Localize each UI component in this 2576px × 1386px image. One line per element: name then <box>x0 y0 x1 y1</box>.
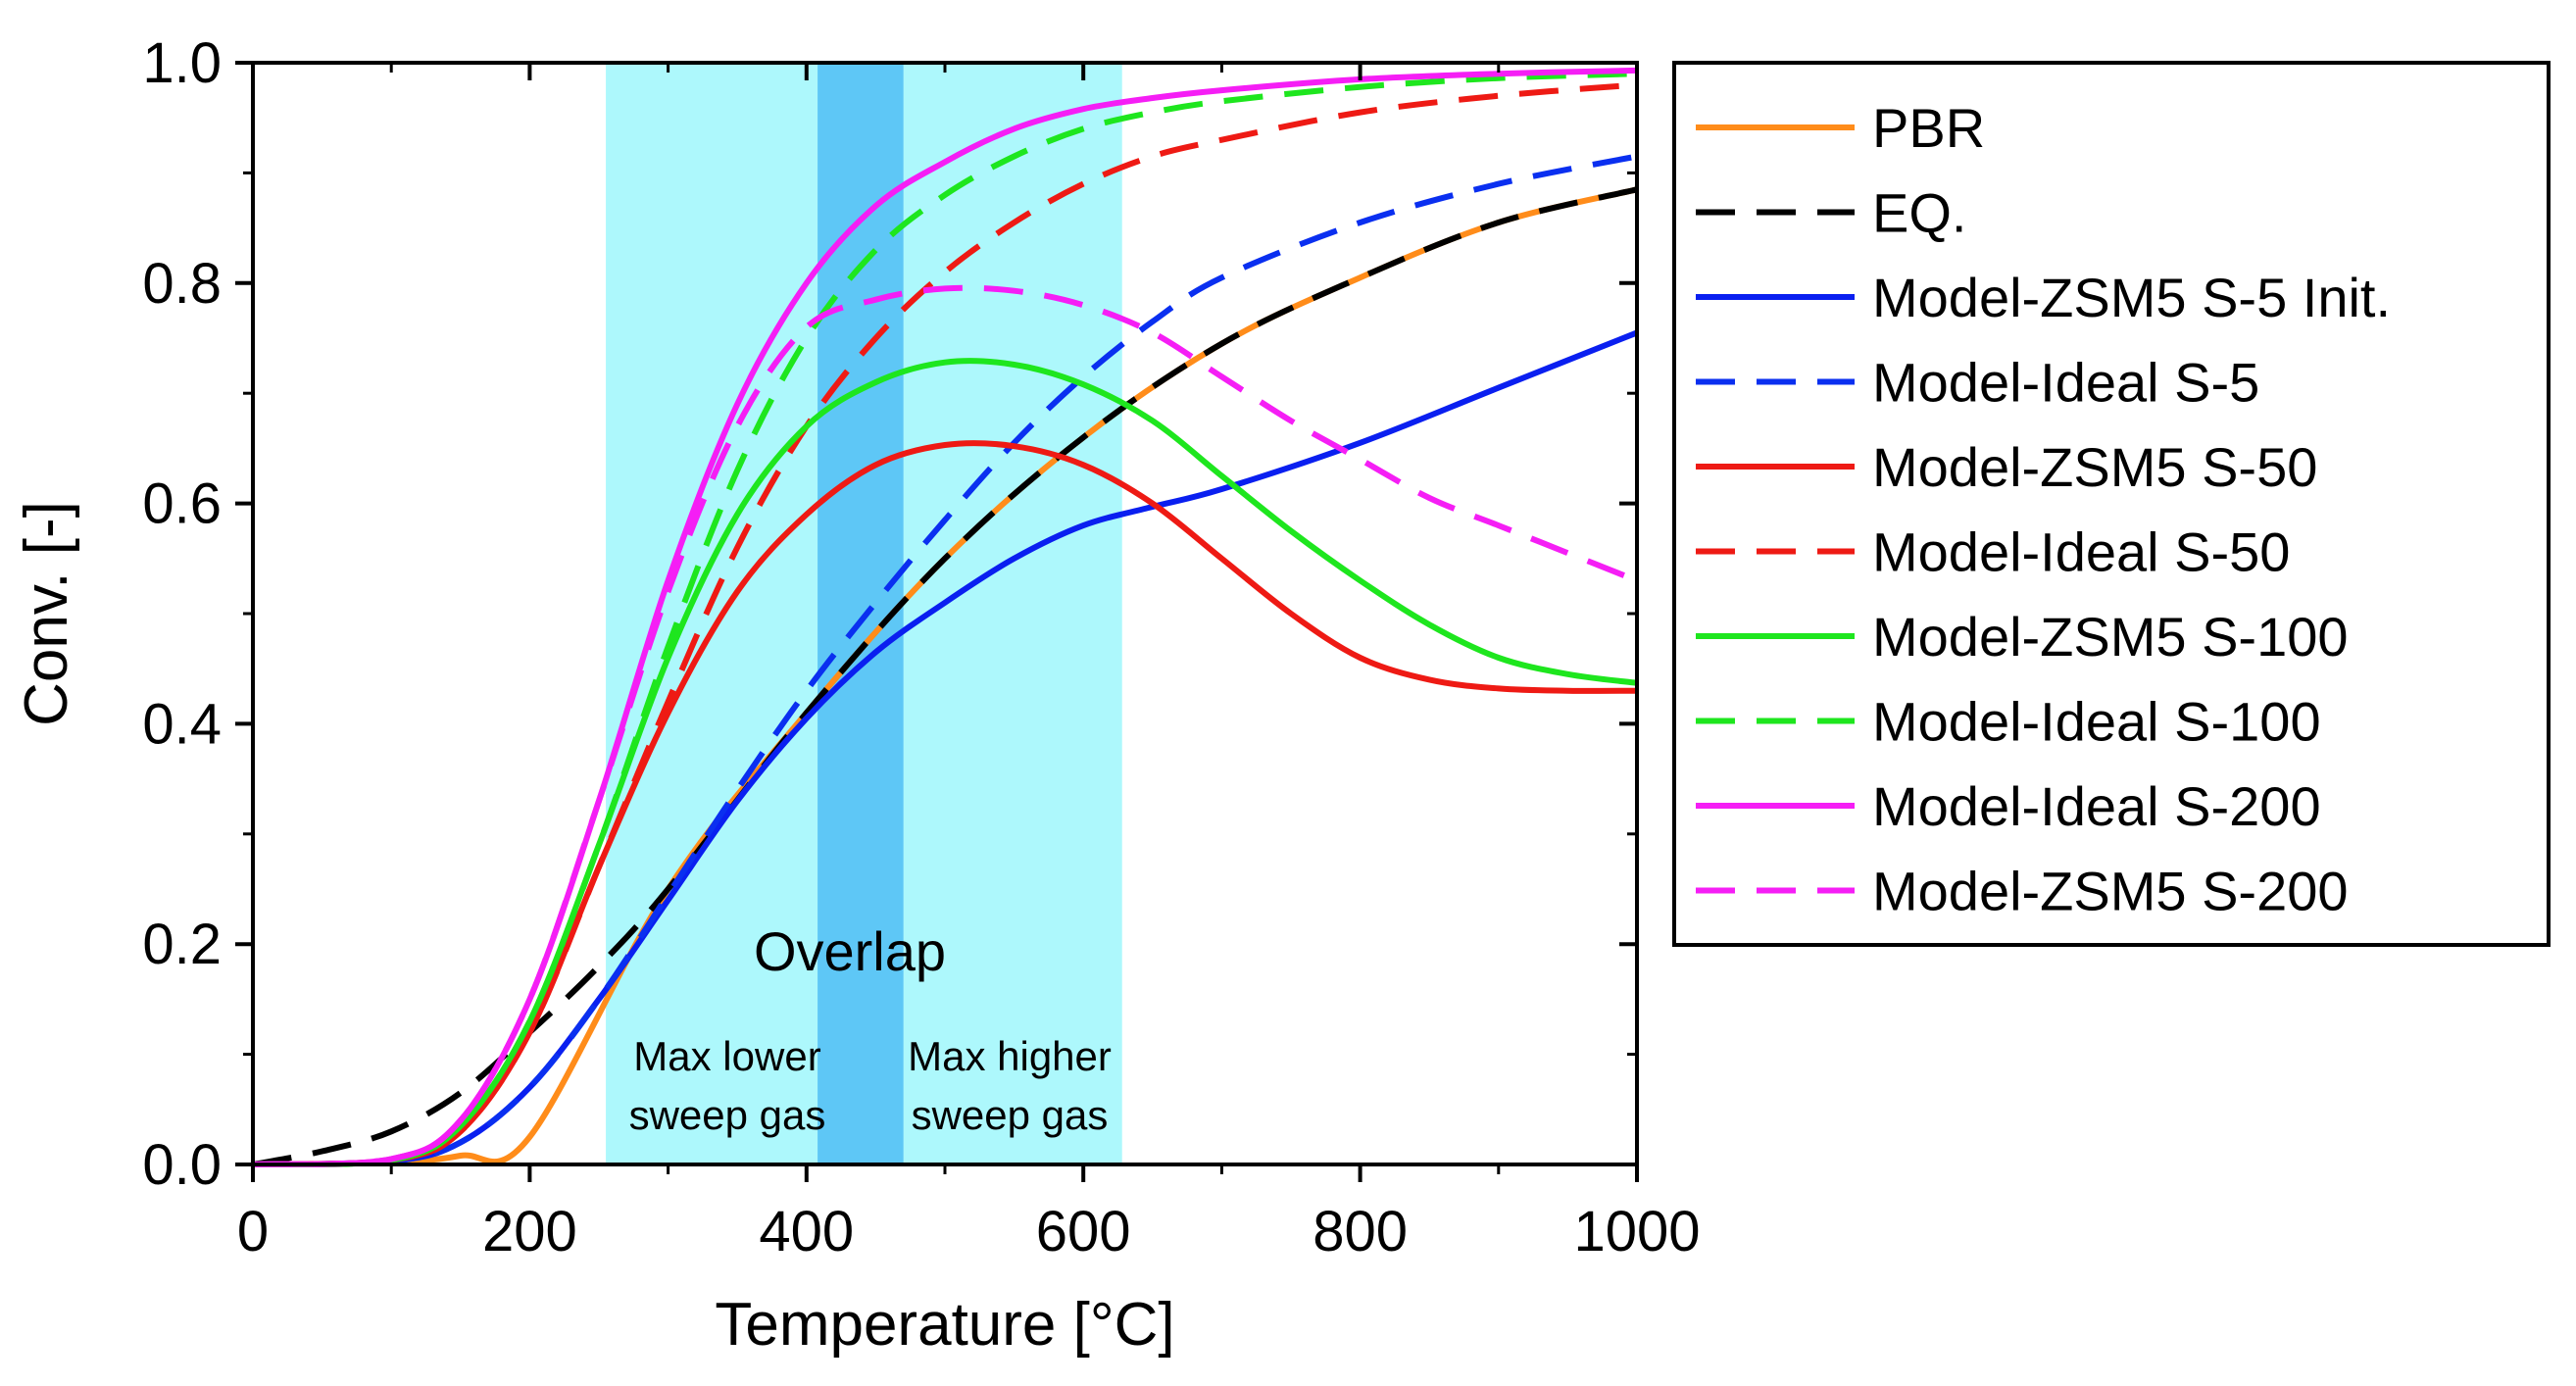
series-line-pbr <box>252 186 1638 1167</box>
x-axis-label: Temperature [°C] <box>715 1291 1174 1359</box>
y-tick-label: 1.0 <box>142 31 222 95</box>
y-tick-label: 0.0 <box>142 1133 222 1197</box>
legend-label-model-ideal-s-100: Model-Ideal S-100 <box>1872 691 2321 753</box>
legend-label-model-zsm5-s-5-init: Model-ZSM5 S-5 Init. <box>1872 267 2391 328</box>
annotation-higher-line2: sweep gas <box>912 1092 1109 1138</box>
series-line-model-ideal-s-5 <box>252 153 1638 1167</box>
x-tick-label: 200 <box>482 1200 577 1263</box>
y-axis-label: Conv. [-] <box>13 501 80 726</box>
series-line-model-ideal-s-100 <box>252 71 1638 1168</box>
legend-label-model-ideal-s-50: Model-Ideal S-50 <box>1872 521 2290 583</box>
series-line-model-zsm5-s-100 <box>252 358 1638 1168</box>
x-tick-label: 600 <box>1036 1200 1131 1263</box>
series-line-model-zsm5-s-200 <box>252 284 1639 1167</box>
shaded-regions <box>606 63 1122 1164</box>
y-tick-label: 0.8 <box>142 252 222 316</box>
legend-label-model-zsm5-s-50: Model-ZSM5 S-50 <box>1872 436 2317 498</box>
y-tick-label: 0.6 <box>142 472 222 536</box>
series-line-model-ideal-s-50 <box>252 81 1638 1167</box>
x-tick-label: 800 <box>1313 1200 1408 1263</box>
x-tick-label: 1000 <box>1573 1200 1700 1263</box>
legend-label-pbr: PBR <box>1872 97 1985 159</box>
axis-ticks <box>235 61 1639 1182</box>
legend-label-model-ideal-s-5: Model-Ideal S-5 <box>1872 352 2259 414</box>
annotation-overlap: Overlap <box>754 920 946 982</box>
legend-label-model-zsm5-s-100: Model-ZSM5 S-100 <box>1872 606 2349 668</box>
legend-label-model-zsm5-s-200: Model-ZSM5 S-200 <box>1872 861 2349 922</box>
legend-label-model-ideal-s-200: Model-Ideal S-200 <box>1872 775 2321 837</box>
annotation-lower-line1: Max lower <box>633 1033 820 1079</box>
region-annotations: Overlap Max lower sweep gas Max higher s… <box>629 920 1112 1138</box>
axis-tick-labels: 0 200 400 600 800 1000 0.0 0.2 0.4 0.6 0.8 1.0 <box>142 31 1700 1263</box>
x-tick-label: 0 <box>237 1200 269 1263</box>
y-tick-label: 0.4 <box>142 692 222 756</box>
x-tick-label: 400 <box>759 1200 854 1263</box>
legend-label-eq: EQ. <box>1872 182 1966 244</box>
annotation-higher-line1: Max higher <box>908 1033 1112 1079</box>
legend: PBR EQ. Model-ZSM5 S-5 Init. Model-Ideal S-… <box>1672 61 2551 947</box>
annotation-lower-line2: sweep gas <box>629 1092 826 1138</box>
series-line-eq <box>252 186 1638 1167</box>
y-tick-label: 0.2 <box>142 913 222 976</box>
series-lines <box>252 67 1639 1168</box>
